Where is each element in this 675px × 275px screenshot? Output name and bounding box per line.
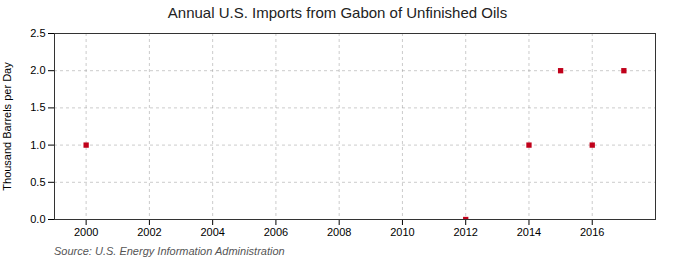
svg-text:2.0: 2.0 <box>30 64 45 76</box>
html-text:Annual U.S. Imports from Gabon: Annual U.S. Imports from Gabon of Unfini… <box>167 4 508 21</box>
svg-text:0.5: 0.5 <box>30 176 45 188</box>
svg-text:2016: 2016 <box>580 226 604 238</box>
svg-text:2012: 2012 <box>453 226 477 238</box>
html-text:Source: U.S. Energy Informatio: Source: U.S. Energy Information Administ… <box>54 245 285 257</box>
svg-text:1.0: 1.0 <box>30 139 45 151</box>
svg-text:2006: 2006 <box>264 226 288 238</box>
svg-text:2004: 2004 <box>200 226 224 238</box>
svg-text:2008: 2008 <box>327 226 351 238</box>
svg-text:2000: 2000 <box>74 226 98 238</box>
svg-text:2010: 2010 <box>390 226 414 238</box>
svg-text:2.5: 2.5 <box>30 27 45 39</box>
svg-text:Thousand Barrels per Day: Thousand Barrels per Day <box>1 62 13 191</box>
svg-text:1.5: 1.5 <box>30 101 45 113</box>
svg-text:2002: 2002 <box>137 226 161 238</box>
svg-text:2014: 2014 <box>517 226 541 238</box>
svg-text:0.0: 0.0 <box>30 213 45 225</box>
